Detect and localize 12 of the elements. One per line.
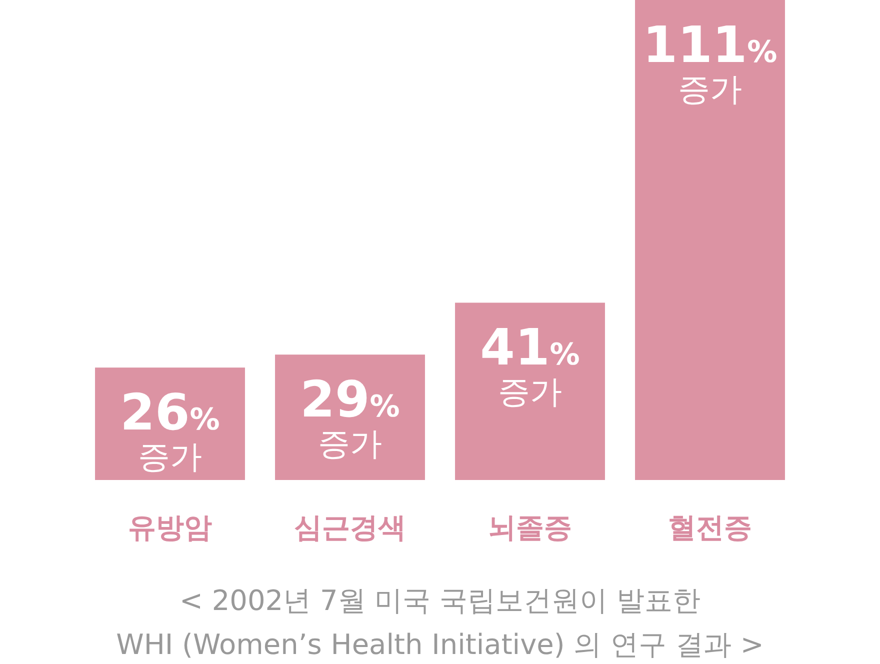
bar (455, 302, 605, 480)
bar (635, 0, 785, 480)
x-tick-label: 뇌졸증 (488, 511, 572, 544)
data-label: 41% 증가 (480, 318, 580, 411)
data-label: 29% 증가 (300, 370, 400, 463)
x-tick-label: 심근경색 (294, 511, 406, 544)
text: WHI (Women’s Health Initiative) 의 연구 결과 > (116, 628, 764, 661)
data-label: 111% 증가 (642, 16, 778, 108)
data-label: 26% 증가 (120, 384, 220, 476)
x-tick-label: 혈전증 (668, 511, 752, 544)
text: < 2002년 7월 미국 국립보건원이 발표한 (179, 584, 701, 617)
x-tick-label: 유방암 (128, 511, 212, 544)
